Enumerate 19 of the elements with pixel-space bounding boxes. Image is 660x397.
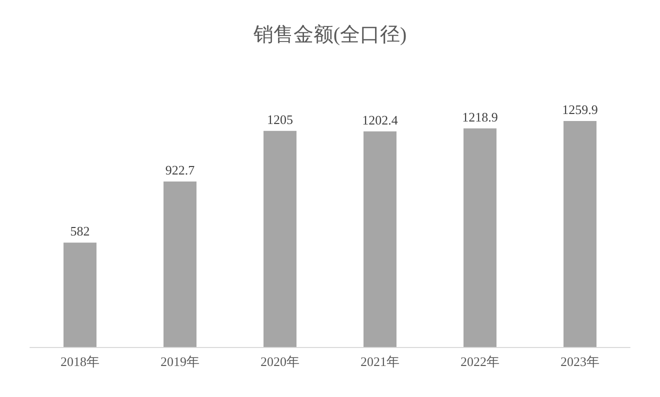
bar	[364, 131, 396, 347]
x-tick-label: 2022年	[460, 354, 500, 369]
data-label: 1202.4	[362, 112, 398, 128]
x-tick-label: 2018年	[60, 354, 100, 369]
x-tick-label: 2021年	[360, 354, 400, 369]
data-label: 1218.9	[462, 109, 498, 124]
x-tick-label: 2020年	[260, 354, 300, 369]
data-label: 1205	[267, 112, 293, 127]
x-tick-label: 2019年	[160, 354, 200, 369]
data-label: 582	[70, 224, 90, 239]
x-tick-label: 2023年	[560, 354, 600, 369]
data-label: 1259.9	[562, 102, 598, 118]
bar	[464, 128, 496, 347]
bar	[564, 121, 596, 347]
bar	[164, 182, 196, 347]
chart-title: 销售金额(全口径)	[252, 24, 407, 46]
bar	[64, 242, 96, 347]
data-label: 922.7	[165, 162, 196, 178]
bar	[264, 130, 296, 347]
